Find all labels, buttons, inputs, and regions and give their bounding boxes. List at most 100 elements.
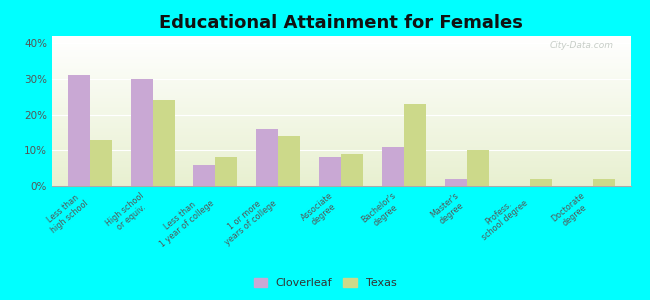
Bar (52, 120, 630, 122)
Bar (52, 164, 630, 165)
Bar (52, 64, 630, 66)
Bar (52, 122, 630, 123)
Bar (52, 126, 630, 128)
Bar (319, 158, 341, 186)
Bar (52, 182, 630, 183)
Bar (256, 129, 278, 186)
Bar (52, 130, 630, 132)
Bar (52, 141, 630, 142)
Bar (131, 79, 153, 186)
Bar (52, 40, 630, 42)
Bar (52, 48, 630, 50)
Title: Educational Attainment for Females: Educational Attainment for Females (159, 14, 523, 32)
Bar (52, 98, 630, 99)
Bar (52, 169, 630, 171)
Bar (52, 172, 630, 174)
Bar (593, 179, 615, 186)
Bar (90, 140, 112, 186)
Bar (52, 60, 630, 61)
Bar (52, 160, 630, 162)
Bar (52, 174, 630, 176)
Bar (52, 140, 630, 141)
Bar (52, 42, 630, 44)
Bar (52, 128, 630, 129)
Bar (52, 38, 630, 39)
Bar (52, 168, 630, 170)
Bar (52, 66, 630, 68)
Bar (52, 177, 630, 178)
Bar (52, 100, 630, 102)
Bar (68, 75, 90, 186)
Bar (52, 106, 630, 108)
Bar (52, 117, 630, 118)
Bar (52, 58, 630, 60)
Bar (52, 105, 630, 106)
Bar (194, 165, 216, 186)
Bar (52, 63, 630, 64)
Bar (52, 36, 630, 38)
Bar (52, 167, 630, 168)
Bar (52, 69, 630, 70)
Bar (52, 159, 630, 160)
Bar (52, 68, 630, 69)
Bar (52, 85, 630, 87)
Bar (52, 147, 630, 148)
Bar (52, 93, 630, 94)
Bar (52, 162, 630, 164)
Bar (52, 146, 630, 147)
Bar (467, 150, 489, 186)
Bar (52, 81, 630, 82)
Bar (404, 104, 426, 186)
Bar (52, 112, 630, 114)
Bar (52, 84, 630, 86)
Bar (52, 57, 630, 58)
Bar (52, 103, 630, 105)
Bar (153, 100, 175, 186)
Legend: Cloverleaf, Texas: Cloverleaf, Texas (250, 274, 400, 291)
Bar (52, 144, 630, 146)
Bar (52, 96, 630, 98)
Bar (52, 110, 630, 111)
Bar (52, 70, 630, 72)
Bar (52, 111, 630, 112)
Bar (382, 147, 404, 186)
Bar (52, 134, 630, 135)
Bar (278, 136, 300, 186)
Bar (52, 46, 630, 48)
Bar (52, 94, 630, 96)
Bar (52, 44, 630, 45)
Bar (530, 179, 552, 186)
Bar (52, 56, 630, 57)
Bar (52, 80, 630, 81)
Bar (52, 132, 630, 134)
Bar (52, 136, 630, 138)
Bar (52, 116, 630, 117)
Bar (52, 72, 630, 74)
Bar (52, 142, 630, 144)
Bar (52, 118, 630, 120)
Bar (52, 158, 630, 159)
Bar (52, 156, 630, 158)
Bar (52, 78, 630, 80)
Bar (52, 123, 630, 124)
Bar (52, 129, 630, 130)
Bar (52, 114, 630, 116)
Bar (52, 39, 630, 40)
Bar (52, 108, 630, 110)
Bar (52, 148, 630, 150)
Bar (52, 99, 630, 100)
Bar (52, 165, 630, 166)
Bar (52, 138, 630, 140)
Bar (52, 184, 630, 186)
Bar (52, 135, 630, 136)
Bar (52, 154, 630, 156)
Bar (52, 102, 630, 104)
Bar (445, 179, 467, 186)
Bar (52, 75, 630, 76)
Bar (52, 82, 630, 84)
Bar (52, 88, 630, 90)
Bar (52, 87, 630, 88)
Bar (52, 92, 630, 93)
Bar (52, 51, 630, 52)
Bar (52, 176, 630, 177)
